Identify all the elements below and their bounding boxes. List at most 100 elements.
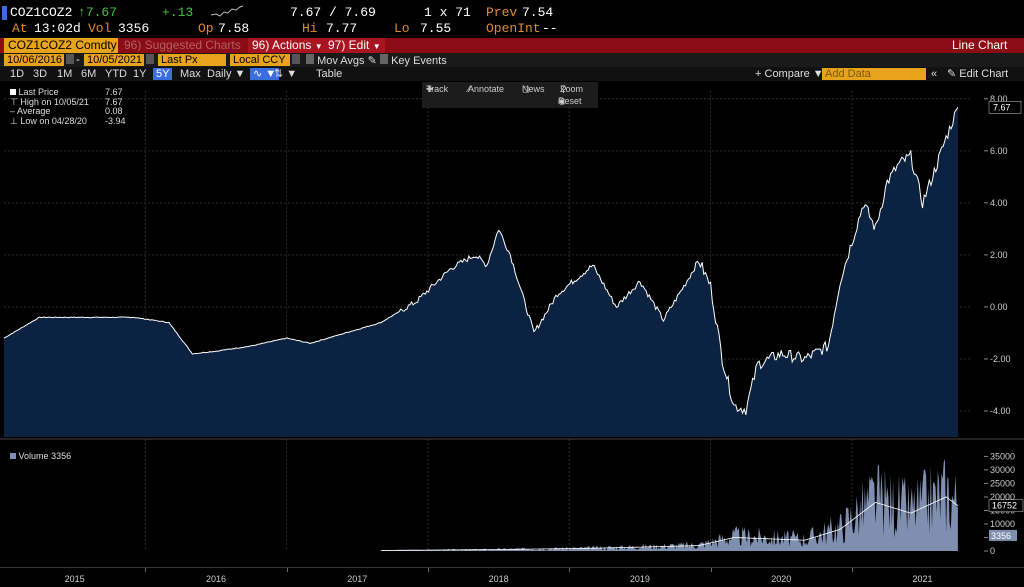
price-area bbox=[4, 107, 958, 438]
volume-tick-label: 25000 bbox=[990, 478, 1015, 488]
actions-menu-button[interactable]: 96) Actions ▼ bbox=[248, 38, 327, 53]
edit-menu-button[interactable]: 97) Edit ▼ bbox=[324, 38, 385, 53]
range-6m-button[interactable]: 6M bbox=[81, 68, 97, 80]
currency-dropdown-icon[interactable] bbox=[292, 54, 300, 66]
year-tick-label: 2020 bbox=[771, 574, 792, 584]
suggested-charts-button[interactable]: 96) Suggested Charts bbox=[124, 38, 241, 52]
legend-average: – Average 0.08 bbox=[10, 106, 123, 116]
year-tick bbox=[710, 568, 712, 572]
last-price-marker bbox=[988, 101, 1022, 114]
reset-icon: ◉ bbox=[558, 96, 566, 106]
volume-average-marker bbox=[988, 499, 1024, 513]
last-price: ↑7.67 bbox=[78, 5, 118, 20]
openint-label: OpenInt bbox=[486, 21, 541, 36]
price-line bbox=[3, 107, 959, 416]
legend-low: ⊥ Low on 04/28/20 -3.94 bbox=[10, 115, 126, 126]
ticker[interactable]: COZ1COZ2 bbox=[10, 5, 73, 20]
legend-high: ⊤ High on 10/05/21 7.67 bbox=[10, 96, 123, 107]
price-tick-label: 0.00 bbox=[990, 302, 1008, 312]
annotate-icon: ∕ bbox=[468, 84, 470, 94]
quote-header: COZ1COZ2 ↑7.67 +.13 7.67 / 7.69 1 x 71 P… bbox=[0, 0, 1024, 38]
price-tick-label: 4.00 bbox=[990, 198, 1008, 208]
high-value: 7.77 bbox=[326, 21, 358, 36]
crosshair-icon: ✚ bbox=[426, 84, 434, 94]
bid-ask: 7.67 / 7.69 bbox=[290, 5, 376, 20]
volume-last-marker bbox=[989, 529, 1017, 541]
quote-time: 13:02d bbox=[34, 21, 81, 36]
collapse-icon[interactable]: « bbox=[931, 68, 938, 80]
price-series bbox=[3, 107, 959, 438]
currency-selector[interactable]: Local CCY bbox=[230, 54, 290, 66]
price-tick-label: -2.00 bbox=[990, 354, 1011, 364]
field-selector[interactable]: Last Px bbox=[158, 54, 226, 66]
legend-swatch-icon bbox=[10, 89, 16, 95]
pencil-icon: ✎ bbox=[947, 68, 957, 80]
vol-value: 3356 bbox=[118, 21, 150, 36]
volume-axis: 3500030000250002000015000100005000016752… bbox=[984, 451, 1024, 556]
price-volume-chart[interactable]: 8.00 6.00 4.00 2.00 0.00 -2.00 -4.00 7.67 35000… bbox=[0, 81, 1024, 567]
year-tick-label: 2019 bbox=[629, 574, 650, 584]
line-chart-type-button[interactable]: ∿ ▼ bbox=[250, 68, 280, 80]
range-max-button[interactable]: Max bbox=[180, 68, 201, 80]
line-chart-icon: ∿ bbox=[253, 68, 263, 80]
last-price-marker-label: 7.67 bbox=[993, 102, 1011, 112]
volume-legend[interactable]: Volume 3356 bbox=[10, 451, 71, 461]
year-tick-label: 2018 bbox=[488, 574, 509, 584]
price-tick-label: -4.00 bbox=[990, 406, 1011, 416]
table-button[interactable]: Table bbox=[316, 68, 343, 80]
volume-tick-label: 0 bbox=[990, 546, 995, 556]
year-tick-label: 2016 bbox=[205, 574, 226, 584]
end-date-field[interactable]: 10/05/2021 bbox=[84, 54, 144, 66]
frequency-dropdown[interactable]: Daily ▼ bbox=[207, 68, 246, 80]
volume-average-marker-label: 16752 bbox=[992, 501, 1017, 511]
open-value: 7.58 bbox=[218, 21, 250, 36]
price-tick-label: 6.00 bbox=[990, 146, 1008, 156]
compare-button[interactable]: + Compare ▼ bbox=[755, 68, 824, 80]
volume-tick-label: 30000 bbox=[990, 465, 1015, 475]
key-events-toggle[interactable]: Key Events bbox=[380, 54, 447, 67]
calendar-icon[interactable] bbox=[66, 54, 74, 66]
range-5y-button[interactable]: 5Y bbox=[153, 68, 173, 80]
range-1m-button[interactable]: 1M bbox=[57, 68, 73, 80]
bar-chart-type-button[interactable]: ⇅ ▼ bbox=[274, 68, 298, 80]
calendar-icon[interactable] bbox=[146, 54, 154, 66]
high-label: Hi bbox=[302, 21, 318, 36]
legend-last-price[interactable]: Last Price 7.67 bbox=[10, 87, 123, 98]
volume-tick-label: 35000 bbox=[990, 451, 1015, 461]
year-tick bbox=[286, 568, 288, 572]
year-tick bbox=[145, 568, 147, 572]
prev-label: Prev bbox=[486, 5, 518, 20]
dropdown-arrow-icon: ▼ bbox=[372, 42, 381, 51]
menu-bar: COZ1COZ2 Comdty 96) Suggested Charts 96)… bbox=[0, 38, 1024, 53]
year-tick-label: 2017 bbox=[347, 574, 368, 584]
vol-label: Vol bbox=[88, 21, 112, 36]
high-marker-icon: ⊤ bbox=[10, 96, 18, 107]
start-date-field[interactable]: 10/06/2016 bbox=[4, 54, 64, 66]
range-3d-button[interactable]: 3D bbox=[33, 68, 48, 80]
year-tick bbox=[569, 568, 571, 572]
pencil-icon[interactable]: ✎ bbox=[367, 55, 377, 67]
price-change: +.13 bbox=[162, 5, 194, 20]
edit-chart-button[interactable]: ✎ Edit Chart bbox=[947, 68, 1009, 80]
range-ytd-button[interactable]: YTD bbox=[105, 68, 127, 80]
volume-swatch-icon bbox=[10, 453, 16, 459]
security-tab-marker bbox=[2, 6, 7, 20]
volume-area bbox=[380, 458, 958, 551]
year-tick-label: 2015 bbox=[64, 574, 85, 584]
range-1d-button[interactable]: 1D bbox=[10, 68, 25, 80]
bid-ask-size: 1 x 71 bbox=[424, 5, 471, 20]
add-data-input[interactable]: Add Data bbox=[822, 68, 926, 80]
chart-area[interactable]: 8.00 6.00 4.00 2.00 0.00 -2.00 -4.00 7.67 35000… bbox=[0, 81, 1024, 567]
chart-type-title: Line Chart bbox=[952, 38, 1008, 52]
news-icon: ◻ bbox=[522, 84, 530, 94]
volume-average-line bbox=[380, 496, 959, 551]
mov-avgs-toggle[interactable]: Mov Avgs ✎ bbox=[306, 54, 377, 67]
security-field[interactable]: COZ1COZ2 Comdty bbox=[4, 38, 118, 53]
year-tick bbox=[427, 568, 429, 572]
at-label: At bbox=[12, 21, 28, 36]
prev-value: 7.54 bbox=[522, 5, 554, 20]
price-legend: Last Price 7.67 ⊤ High on 10/05/21 7.67 – … bbox=[10, 87, 126, 126]
range-1y-button[interactable]: 1Y bbox=[133, 68, 147, 80]
volume-last-marker-label: 3356 bbox=[991, 531, 1011, 541]
low-value: 7.55 bbox=[420, 21, 452, 36]
